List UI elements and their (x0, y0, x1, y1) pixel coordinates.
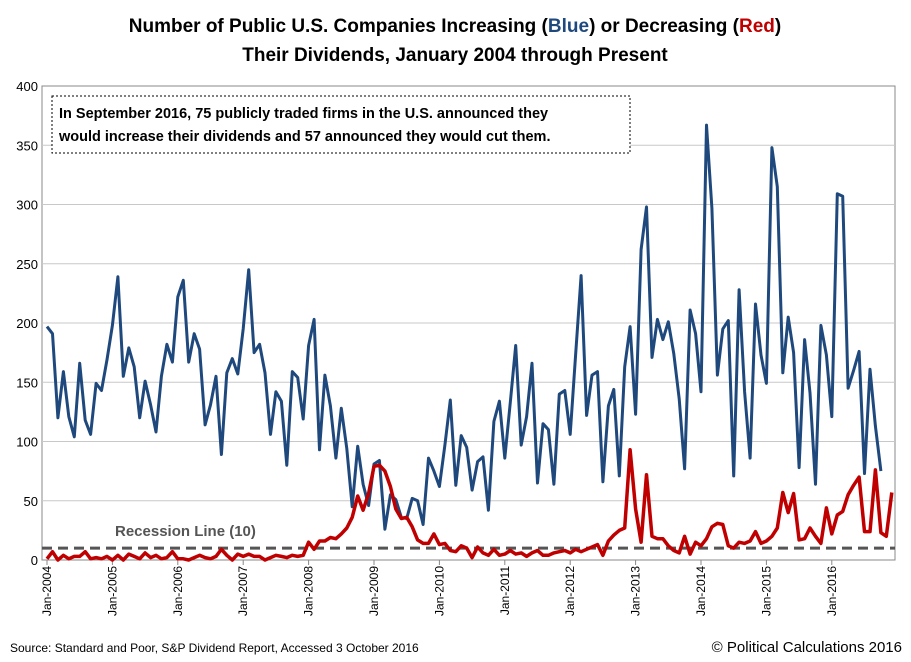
x-tick-label: Jan-2005 (105, 566, 119, 616)
x-tick-label: Jan-2012 (563, 566, 577, 616)
annotation-text-line-1: In September 2016, 75 publicly traded fi… (59, 106, 548, 122)
series-line-decreasing (45, 448, 894, 562)
gridlines (42, 144, 895, 502)
source-note: Source: Standard and Poor, S&P Dividend … (10, 641, 419, 655)
x-tick-label: Jan-2016 (825, 566, 839, 616)
y-tick-label: 400 (16, 79, 38, 94)
x-tick-label: Jan-2015 (759, 566, 773, 616)
x-tick-label: Jan-2004 (40, 566, 54, 616)
y-tick-label: 200 (16, 316, 38, 331)
x-tick-label: Jan-2006 (171, 566, 185, 616)
credit-note: © Political Calculations 2016 (712, 639, 902, 656)
x-tick-label: Jan-2007 (236, 566, 250, 616)
x-tick-label: Jan-2014 (694, 566, 708, 616)
x-tick-label: Jan-2009 (367, 566, 381, 616)
y-tick-label: 50 (24, 494, 38, 509)
title-red-word: Red (739, 16, 775, 37)
x-tick-label: Jan-2010 (432, 566, 446, 616)
x-tick-label: Jan-2008 (302, 566, 316, 616)
title-part-mid: ) or Decreasing ( (589, 16, 740, 37)
recession-line-label: Recession Line (10) (115, 523, 256, 540)
y-tick-label: 350 (16, 138, 38, 153)
title-part-post: ) (775, 16, 781, 37)
y-tick-label: 0 (31, 553, 38, 568)
y-axis-tick-labels: 0 50 100 150 200 250 300 350 400 (16, 79, 38, 568)
x-axis-tick-labels: Jan-2004 Jan-2005 Jan-2006 Jan-2007 Jan-2008… (40, 560, 839, 616)
x-tick-label: Jan-2013 (629, 566, 643, 616)
y-tick-label: 150 (16, 375, 38, 390)
annotation-box (51, 95, 631, 154)
y-tick-label: 300 (16, 198, 38, 213)
chart-title-line-2: Their Dividends, January 2004 through Pr… (242, 45, 668, 66)
y-tick-label: 250 (16, 257, 38, 272)
series-lines (45, 123, 894, 562)
x-tick-label: Jan-2011 (498, 566, 512, 615)
y-tick-label: 100 (16, 435, 38, 450)
annotation-text-line-2: would increase their dividends and 57 an… (58, 129, 550, 145)
title-part-pre: Number of Public U.S. Companies Increasi… (129, 16, 549, 37)
chart-title-line-1: Number of Public U.S. Companies Increasi… (129, 16, 782, 37)
series-line-increasing (45, 123, 883, 531)
title-blue-word: Blue (548, 16, 589, 37)
